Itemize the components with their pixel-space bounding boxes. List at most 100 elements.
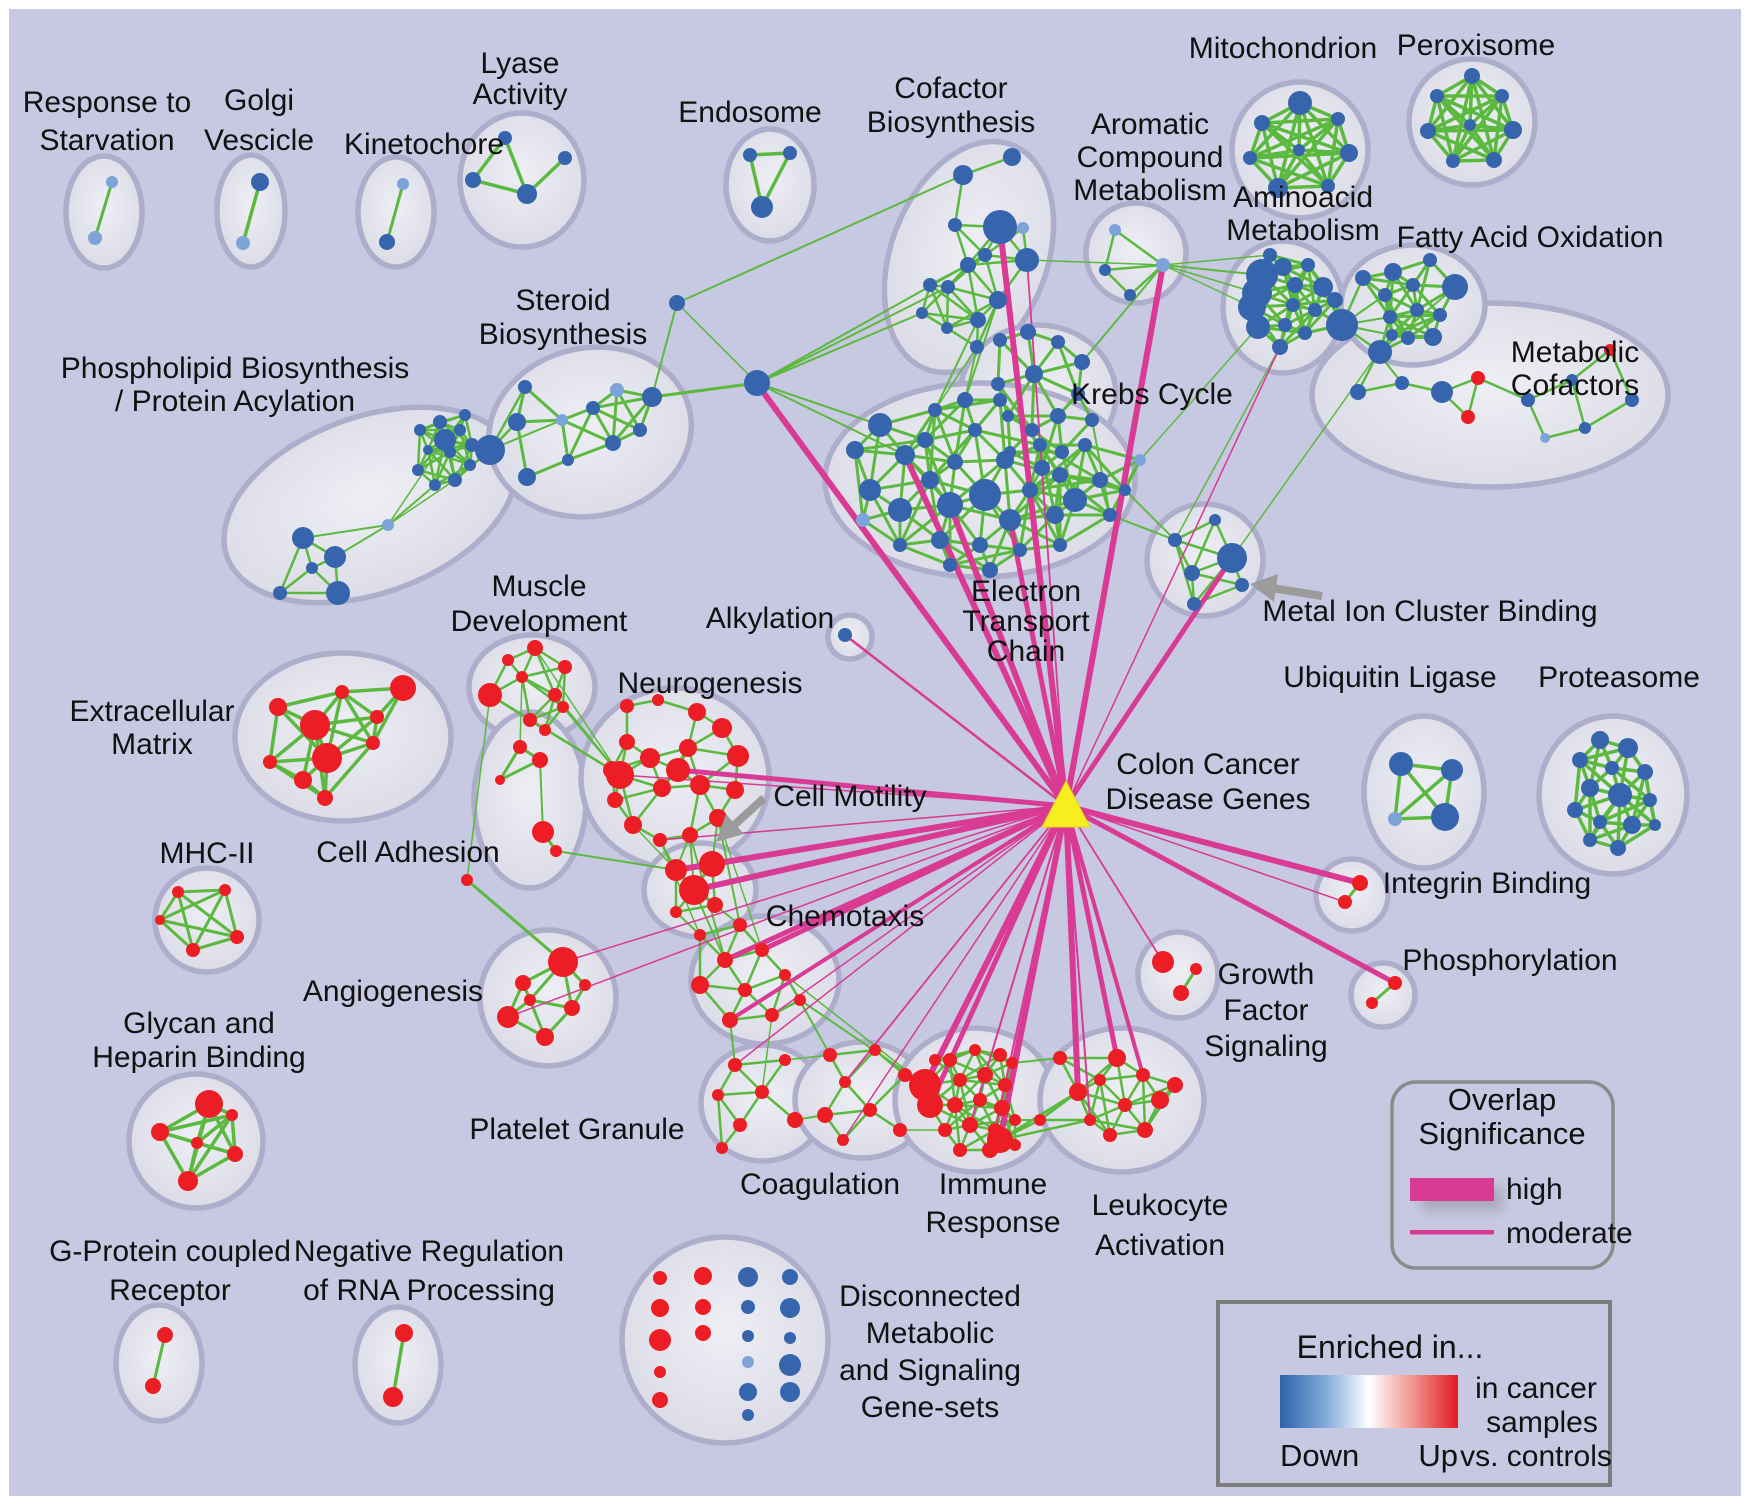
cluster-label-disconnected: Disconnected Metabolic and Signaling Gene-s… bbox=[839, 1280, 1021, 1424]
enrichment-edge bbox=[323, 741, 375, 800]
overlap-edge-moderate bbox=[734, 805, 1067, 1066]
gene-set-node bbox=[1521, 393, 1535, 407]
enrichment-edge bbox=[1056, 341, 1080, 395]
gene-set-node bbox=[712, 1089, 724, 1101]
gene-set-node bbox=[653, 1271, 667, 1285]
overlap-edge-moderate bbox=[1065, 805, 1091, 1121]
enrichment-edge bbox=[944, 1099, 981, 1131]
gene-set-node bbox=[1069, 1083, 1087, 1101]
gene-set-node bbox=[1618, 738, 1638, 758]
gene-set-node bbox=[1610, 840, 1626, 856]
gene-set-node bbox=[379, 234, 395, 250]
enrichment-edge bbox=[934, 408, 976, 432]
enrichment-edge bbox=[615, 389, 642, 431]
cluster-label-krebs-cycle: Krebs Cycle bbox=[1071, 378, 1233, 411]
gene-set-node bbox=[751, 196, 773, 218]
enrichment-edge bbox=[1162, 264, 1263, 276]
gene-set-node bbox=[550, 845, 562, 857]
gene-set-node bbox=[464, 459, 476, 471]
gene-set-node bbox=[1430, 89, 1444, 103]
gene-set-node bbox=[1173, 985, 1189, 1001]
gene-set-node bbox=[106, 176, 118, 188]
enrichment-edge bbox=[177, 890, 238, 939]
gene-set-node bbox=[682, 827, 698, 843]
enrichment-edge bbox=[996, 339, 1002, 385]
gene-set-node bbox=[532, 752, 548, 768]
gene-set-node bbox=[498, 131, 512, 145]
gene-set-node bbox=[917, 1092, 943, 1118]
gene-set-node bbox=[1355, 270, 1371, 286]
gene-set-node bbox=[1643, 793, 1657, 807]
gene-set-node bbox=[998, 1078, 1012, 1092]
enrichment-edge bbox=[465, 878, 565, 964]
gene-set-node bbox=[691, 976, 709, 994]
enrichment-edge bbox=[1129, 264, 1164, 296]
gene-set-node bbox=[765, 1008, 779, 1022]
gene-set-node bbox=[1471, 371, 1485, 385]
gene-set-node bbox=[1486, 152, 1502, 168]
enrichment-edge bbox=[521, 675, 564, 709]
gene-set-node bbox=[227, 1146, 243, 1162]
gene-set-node bbox=[324, 546, 346, 568]
gene-set-node bbox=[429, 479, 441, 491]
gene-set-node bbox=[960, 257, 976, 273]
gene-set-node bbox=[461, 874, 473, 886]
gene-set-node bbox=[931, 531, 949, 549]
gene-set-node bbox=[1168, 533, 1182, 547]
overlap-edge-high bbox=[1063, 803, 1120, 1061]
enrichment-edge bbox=[853, 449, 865, 521]
gene-set-node bbox=[465, 172, 481, 188]
gene-set-node bbox=[448, 473, 462, 487]
gene-set-node bbox=[502, 654, 514, 666]
gene-set-node bbox=[1572, 752, 1588, 768]
cluster-boundary-angiogenesis bbox=[477, 927, 619, 1069]
gene-set-node bbox=[923, 278, 937, 292]
enrichment-edge bbox=[1293, 284, 1307, 334]
gene-set-node bbox=[652, 694, 664, 706]
enrichment-edge bbox=[387, 479, 456, 526]
cluster-label-chemotaxis: Chemotaxis bbox=[766, 900, 924, 933]
gene-set-node bbox=[88, 231, 102, 245]
gene-set-node bbox=[1495, 89, 1509, 103]
enrichment-edge bbox=[744, 973, 786, 992]
gene-set-node bbox=[633, 423, 647, 437]
gene-set-node bbox=[779, 1354, 801, 1376]
enrichment-edge bbox=[471, 136, 507, 182]
gene-set-node bbox=[928, 403, 942, 417]
gene-set-node bbox=[1046, 506, 1064, 524]
legend-enriched-note-3: vs. controls bbox=[1460, 1440, 1612, 1473]
cluster-label-angiogenesis: Angiogenesis bbox=[303, 975, 483, 1008]
enrichment-edge bbox=[954, 224, 986, 256]
gene-set-node bbox=[969, 1044, 981, 1056]
gene-set-node bbox=[1022, 482, 1038, 498]
gene-set-node bbox=[1137, 1122, 1153, 1138]
cluster-boundary-extracellular-matrix bbox=[232, 650, 454, 824]
gene-set-node bbox=[1442, 274, 1468, 300]
gene-set-node bbox=[640, 748, 660, 768]
gene-set-node bbox=[953, 165, 973, 185]
enrichment-edge bbox=[1059, 513, 1111, 547]
gene-set-node bbox=[1352, 875, 1368, 891]
gene-set-node bbox=[610, 383, 624, 397]
enrichment-edge bbox=[1174, 346, 1281, 541]
cluster-label-muscle-development: Muscle Development bbox=[451, 570, 628, 638]
gene-set-node bbox=[953, 1073, 967, 1087]
overlap-edge-high bbox=[728, 804, 1068, 1022]
gene-set-node bbox=[1025, 365, 1043, 383]
enrichment-edge bbox=[1276, 117, 1340, 190]
enrichment-edge bbox=[1608, 349, 1634, 401]
gene-set-node bbox=[1002, 410, 1014, 422]
legend-enriched-up: Up bbox=[1418, 1438, 1458, 1473]
gene-set-node bbox=[536, 1028, 554, 1046]
enrichment-edge bbox=[340, 691, 375, 744]
gene-set-node bbox=[1566, 374, 1578, 386]
gene-set-node bbox=[1053, 1051, 1067, 1065]
gene-set-node bbox=[1431, 803, 1459, 831]
gene-set-node bbox=[1378, 288, 1392, 302]
cluster-label-coagulation: Coagulation bbox=[740, 1168, 900, 1201]
cluster-label-golgi-vescicle: Golgi Vescicle bbox=[204, 84, 314, 157]
gene-set-node bbox=[717, 952, 733, 968]
gene-set-node bbox=[742, 1409, 754, 1421]
cluster-label-neg-reg-rna: Negative Regulation of RNA Processing bbox=[294, 1235, 564, 1307]
overlap-edge-moderate bbox=[771, 805, 1067, 1016]
